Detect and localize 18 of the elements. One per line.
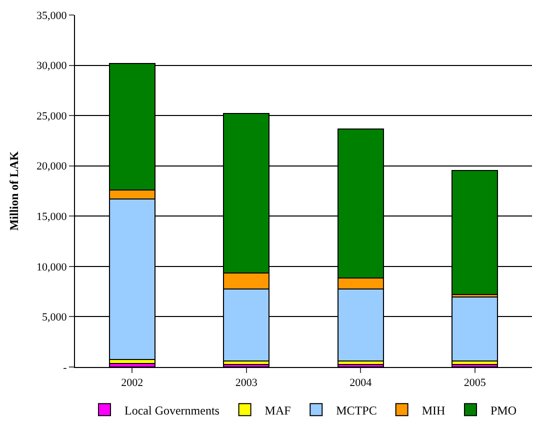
legend-label: PMO xyxy=(490,403,517,418)
y-axis-title: Million of LAK xyxy=(6,150,21,231)
legend-label: MAF xyxy=(264,403,292,418)
y-tick-label: 20,000 xyxy=(36,160,68,173)
y-tick-label: 25,000 xyxy=(36,110,68,122)
x-tick-label: 2005 xyxy=(464,377,486,390)
y-tick-label: 35,000 xyxy=(36,10,68,22)
legend-label: MCTPC xyxy=(336,403,377,418)
y-tick-label: 15,000 xyxy=(36,210,68,223)
y-tick-label: - xyxy=(63,362,68,374)
legend-label: MIH xyxy=(422,403,446,418)
y-tick-label: 10,000 xyxy=(36,261,68,274)
legend-label: Local Governments xyxy=(124,403,220,418)
y-tick-label: 30,000 xyxy=(36,60,68,72)
x-tick-label: 2003 xyxy=(235,377,258,390)
x-tick-label: 2002 xyxy=(121,377,144,390)
y-tick-label: 5,000 xyxy=(42,312,68,324)
x-tick-label: 2004 xyxy=(350,377,372,390)
